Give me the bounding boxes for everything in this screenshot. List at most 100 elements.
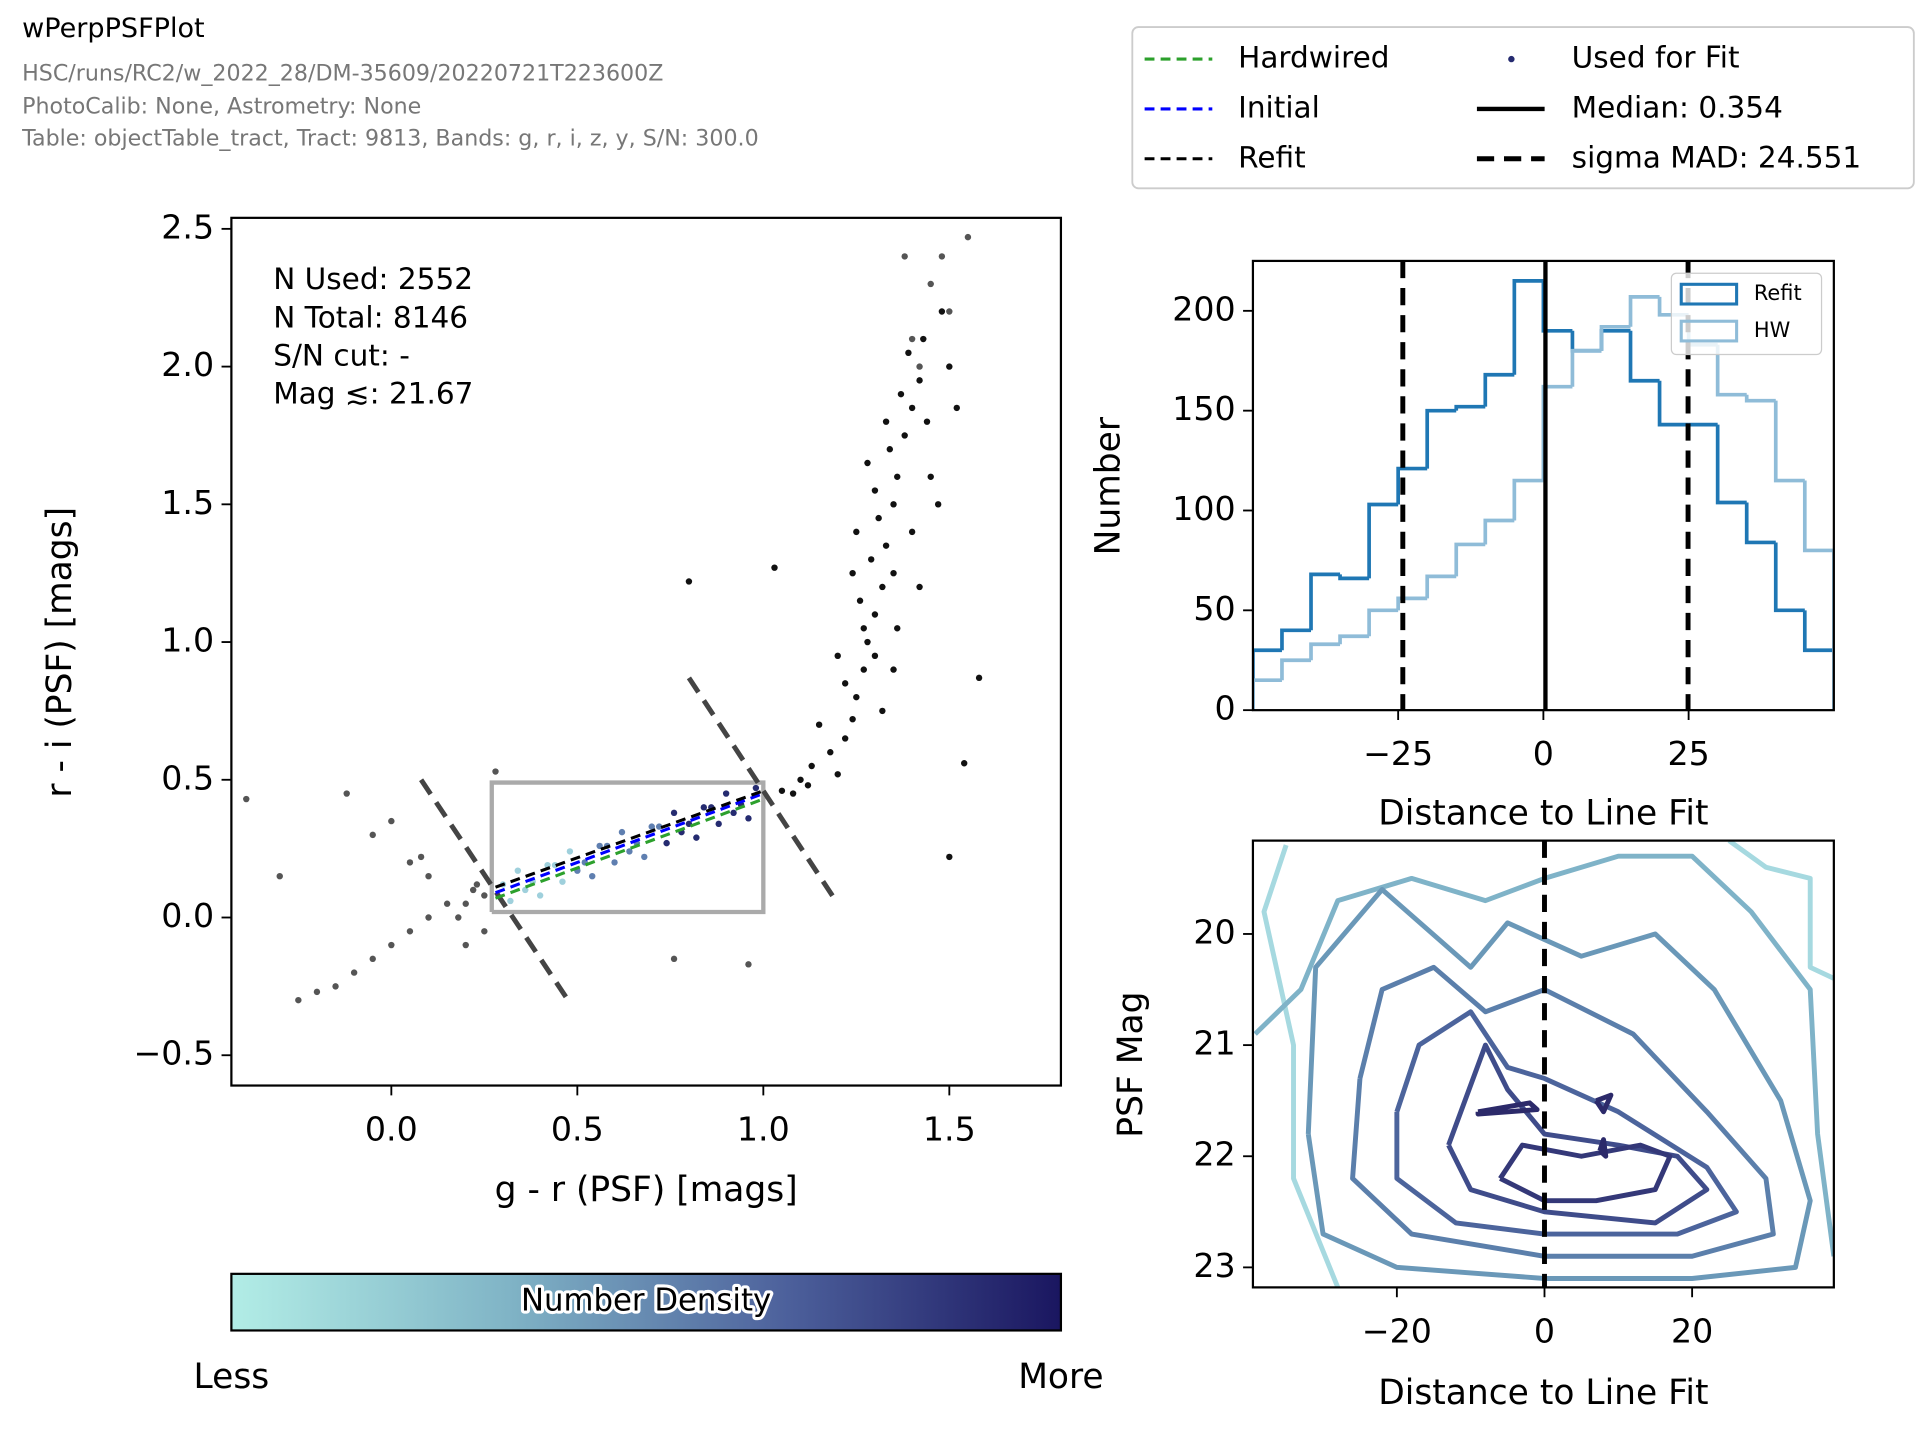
histogram-step	[1396, 596, 1428, 611]
histogram-step	[1512, 478, 1544, 521]
scatter-point	[462, 941, 469, 949]
scatter-point	[975, 674, 983, 682]
contour-line	[1350, 964, 1776, 1259]
colorbar-label: Number Density	[521, 1283, 771, 1319]
y-tick-label: 50	[1193, 589, 1235, 628]
x-tick-label: 1.5	[923, 1110, 976, 1149]
y-tick-label: 22	[1193, 1135, 1235, 1174]
scatter-point	[670, 809, 678, 817]
scatter-point	[473, 881, 481, 888]
legend-label: sigma MAD: 24.551	[1572, 140, 1862, 174]
legend-marker	[1508, 55, 1515, 63]
contour-line	[1594, 1092, 1614, 1115]
histogram-step	[1599, 328, 1631, 351]
scatter-point	[897, 390, 905, 398]
histogram-step	[1802, 610, 1834, 711]
histogram-step	[1338, 574, 1370, 581]
y-tick-label: 23	[1193, 1246, 1235, 1285]
scatter-point	[916, 377, 923, 384]
scatter-point	[611, 859, 618, 866]
scatter-point	[559, 878, 566, 885]
scatter-point	[879, 707, 886, 715]
scatter-point	[655, 823, 663, 830]
axes-frame	[1251, 259, 1835, 712]
x-tick-label: 20	[1671, 1311, 1713, 1350]
plot-area	[1253, 840, 1834, 1288]
y-tick-label: 20	[1193, 912, 1235, 951]
histogram-step	[1309, 642, 1341, 661]
scatter-point	[388, 817, 395, 825]
x-tick-label: 0.5	[551, 1110, 604, 1149]
contour-line	[1475, 1100, 1540, 1117]
selection-box	[489, 780, 766, 915]
scatter-point	[778, 787, 786, 794]
histogram-step	[1367, 608, 1399, 637]
scatter-point	[388, 941, 395, 949]
histogram-step	[1454, 542, 1486, 577]
scatter-point	[771, 564, 778, 571]
scatter-point	[243, 795, 250, 803]
subtitle: HSC/runs/RC2/w_2022_28/DM-35609/20220721…	[22, 60, 663, 86]
scatter-point	[938, 253, 946, 260]
histogram-step	[1744, 502, 1776, 545]
y-axis-label: r - i (PSF) [mags]	[40, 507, 80, 798]
scatter-point	[849, 715, 856, 723]
colorbar	[230, 1272, 1063, 1332]
plot-area	[1252, 260, 1834, 711]
plot-area	[243, 233, 983, 1005]
scatter-point	[752, 784, 760, 792]
scatter-point	[920, 335, 927, 343]
scatter-point	[663, 839, 670, 847]
contour-line	[1498, 1142, 1673, 1204]
colorbar-high: More	[1018, 1357, 1103, 1397]
scatter-point	[871, 487, 879, 494]
scatter-point	[425, 914, 432, 921]
histogram-step	[1309, 572, 1341, 631]
histogram-step	[1396, 466, 1428, 505]
y-tick-label: −0.5	[133, 1034, 214, 1073]
legend-label: Used for Fit	[1572, 41, 1740, 75]
scatter-point	[946, 308, 953, 315]
histogram-step	[1773, 400, 1805, 483]
scatter-point	[882, 418, 890, 425]
scatter-point	[685, 578, 693, 585]
legend-label: HW	[1754, 318, 1790, 342]
scatter-point	[879, 583, 886, 591]
scatter-point	[507, 897, 514, 905]
x-tick-label: 25	[1667, 734, 1709, 773]
scatter-point	[492, 768, 499, 775]
scatter-point	[332, 983, 339, 990]
scatter-point	[626, 848, 633, 855]
subtitle: PhotoCalib: None, Astrometry: None	[22, 94, 421, 120]
scatter-point	[722, 790, 730, 797]
scatter-point	[834, 771, 841, 778]
scatter-point	[566, 848, 574, 855]
scatter-point	[369, 831, 376, 839]
scatter-point	[849, 569, 856, 577]
legend-box	[1670, 272, 1823, 356]
scatter-point	[964, 233, 972, 241]
x-axis-label: g - r (PSF) [mags]	[495, 1170, 798, 1210]
scatter-point	[343, 790, 350, 797]
annotation: Mag ≲: 21.67	[273, 377, 473, 411]
scatter-point	[890, 501, 897, 508]
contour-line	[1446, 1042, 1710, 1226]
scatter-point	[834, 652, 841, 660]
histogram-step	[1657, 380, 1689, 427]
scatter-point	[425, 872, 432, 880]
histogram-step	[1425, 408, 1457, 469]
scatter-point	[923, 418, 931, 425]
contour-line	[1305, 887, 1813, 1281]
scatter-point	[455, 914, 462, 921]
scatter-point	[827, 749, 834, 756]
scatter-point	[514, 867, 522, 874]
scatter-point	[901, 432, 908, 439]
y-tick-label: 150	[1172, 389, 1235, 428]
scatter-point	[417, 853, 425, 861]
scatter-point	[797, 776, 804, 783]
x-tick-label: 0	[1533, 734, 1554, 773]
scatter-point	[946, 853, 953, 861]
legend-label: Hardwired	[1238, 41, 1389, 75]
y-tick-label: 1.0	[161, 621, 214, 660]
y-tick-label: 200	[1172, 289, 1235, 328]
